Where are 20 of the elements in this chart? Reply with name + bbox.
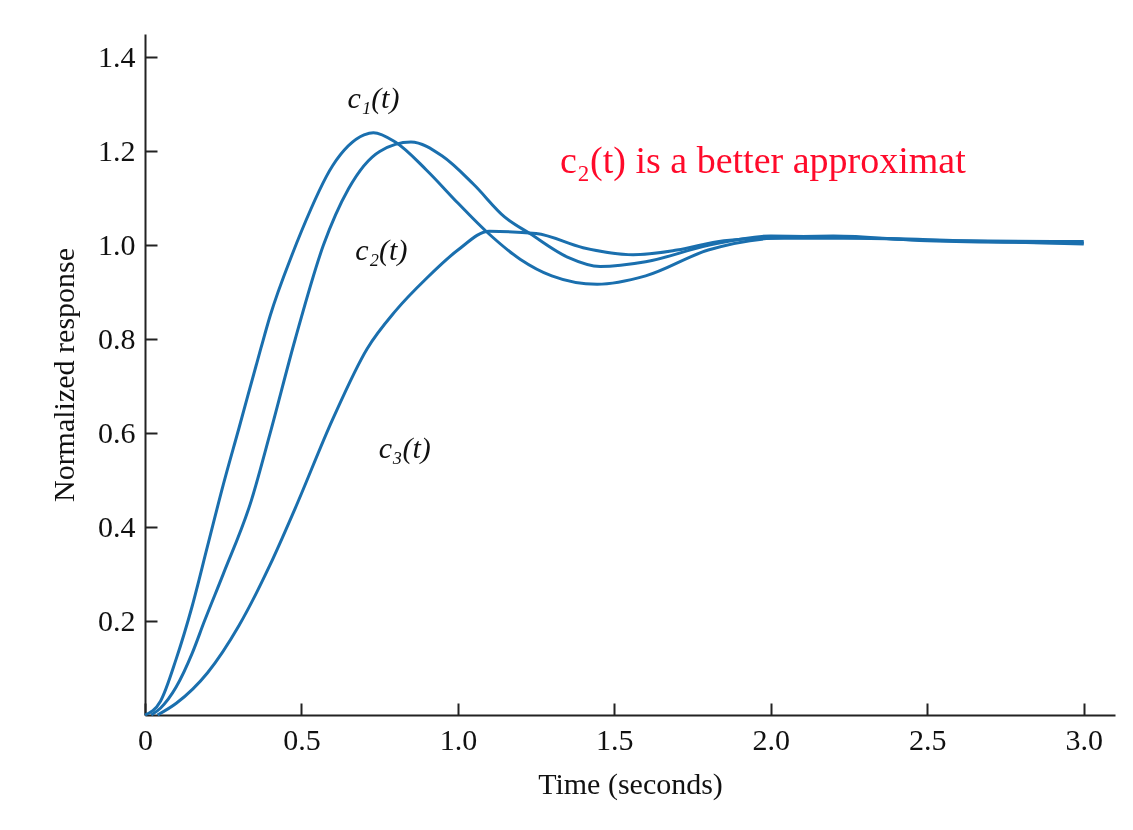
y-tick-label: 0.4	[98, 509, 136, 543]
x-tick-label: 1.5	[596, 722, 634, 756]
y-tick-label: 0.2	[98, 603, 136, 637]
series-label: c₂(t)	[355, 233, 408, 268]
y-tick-label: 1.0	[98, 227, 136, 261]
y-axis-title: Normalized response	[47, 247, 80, 503]
x-tick-label: 1.0	[439, 722, 478, 756]
x-tick-label: 2.5	[909, 722, 947, 756]
x-axis-title: Time (seconds)	[538, 766, 723, 801]
y-tick-label: 0.8	[98, 321, 136, 355]
x-tick-label: 3.0	[1065, 722, 1103, 756]
x-tick-label: 0.5	[283, 722, 321, 756]
x-tick-label: 0	[138, 722, 153, 756]
y-tick-label: 1.2	[98, 133, 136, 167]
x-tick-label: 2.0	[752, 722, 791, 756]
annotation: c₂(t) is a better approximat	[560, 139, 967, 182]
y-tick-label: 1.4	[98, 39, 136, 73]
series-label: c₁(t)	[347, 80, 400, 115]
series-label: c₃(t)	[378, 431, 431, 466]
y-tick-label: 0.6	[98, 415, 136, 449]
